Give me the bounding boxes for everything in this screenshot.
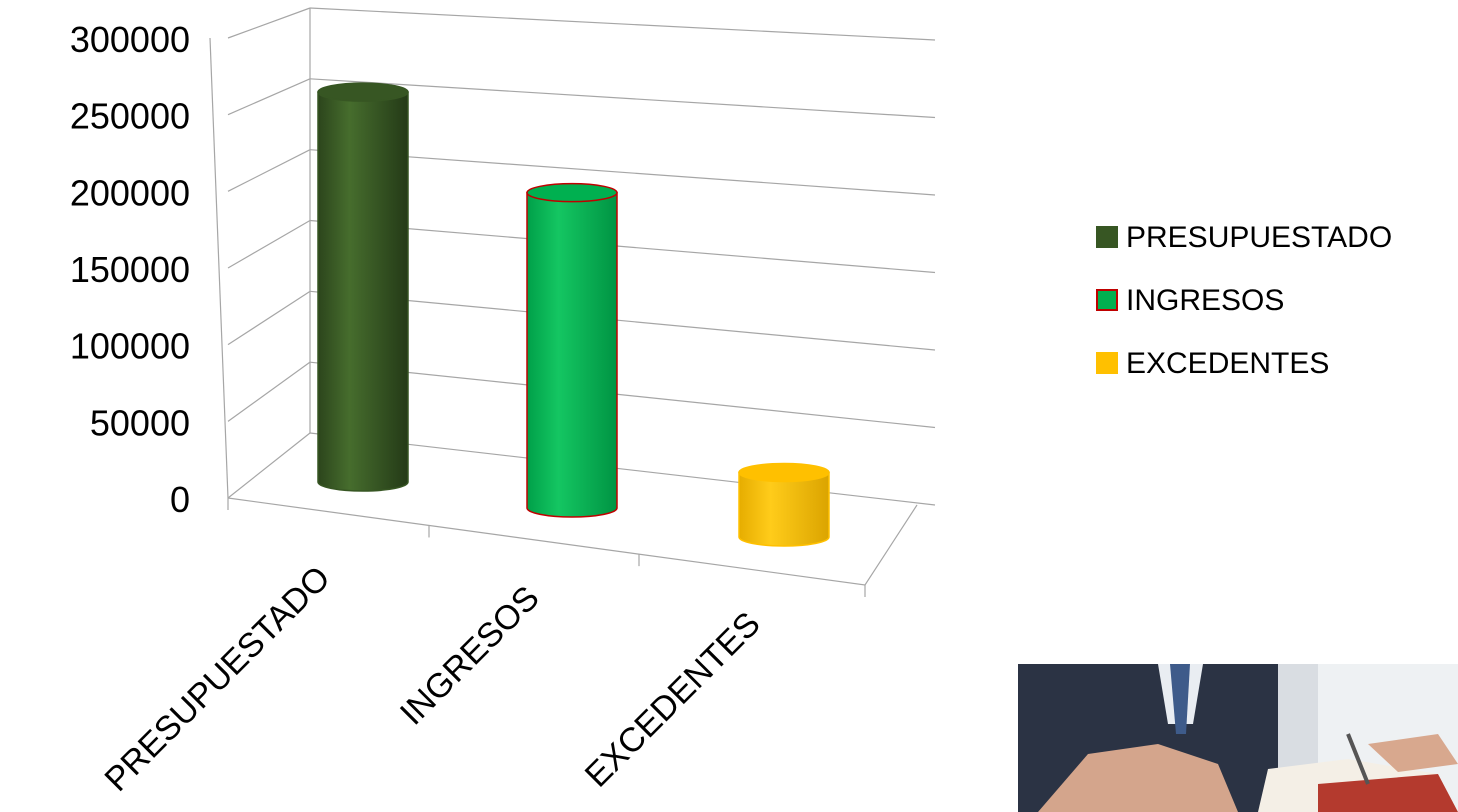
y-axis-line: [209, 37, 229, 499]
legend-label: PRESUPUESTADO: [1126, 221, 1392, 254]
photo-illustration: [1018, 664, 1458, 812]
legend-swatch: [1096, 226, 1118, 248]
bar-body: [317, 91, 409, 492]
y-axis-ticks: 0 50000 100000 150000 200000 250000 300000: [70, 19, 190, 520]
side-gridline: [227, 361, 311, 422]
back-gridline: [309, 149, 936, 196]
bar-excedentes: [738, 462, 830, 547]
legend-label: EXCEDENTES: [1126, 347, 1329, 380]
y-tick-label: 50000: [90, 402, 190, 443]
back-gridline: [309, 78, 936, 119]
bars: [317, 82, 830, 547]
legend: PRESUPUESTADO INGRESOS EXCEDENTES: [1096, 221, 1392, 380]
y-tick-label: 150000: [70, 249, 190, 290]
y-tick-label: 0: [170, 479, 190, 520]
bar-ingresos: [526, 182, 618, 518]
legend-label: INGRESOS: [1126, 284, 1284, 317]
legend-swatch: [1096, 289, 1118, 311]
business-handshake-photo: [1018, 664, 1458, 812]
back-gridline: [309, 432, 936, 506]
chart-frame: [209, 7, 936, 597]
x-category-label: EXCEDENTES: [578, 605, 768, 795]
y-tick-label: 250000: [70, 96, 190, 137]
x-axis-categories: PRESUPUESTADO INGRESOS EXCEDENTES: [97, 559, 767, 799]
x-category-label: PRESUPUESTADO: [97, 559, 337, 799]
bar-body: [738, 471, 830, 547]
x-category-label: INGRESOS: [393, 579, 547, 733]
y-tick-label: 200000: [70, 172, 190, 213]
bar-top: [526, 182, 618, 203]
side-gridline: [227, 149, 311, 192]
bar-presupuestado: [317, 82, 409, 492]
bar-top: [738, 462, 830, 483]
back-gridline: [309, 290, 936, 351]
bar-body: [526, 191, 618, 518]
side-gridline: [227, 432, 311, 499]
side-gridline: [227, 219, 311, 269]
y-tick-label: 300000: [70, 19, 190, 60]
side-gridline: [227, 290, 311, 346]
back-gridline: [309, 7, 936, 41]
back-gridline: [309, 219, 936, 274]
side-gridline: [227, 78, 311, 116]
bar-top: [317, 82, 409, 102]
back-gridline: [309, 361, 936, 429]
legend-swatch: [1096, 352, 1118, 374]
side-gridline: [227, 7, 311, 39]
y-tick-label: 100000: [70, 326, 190, 367]
